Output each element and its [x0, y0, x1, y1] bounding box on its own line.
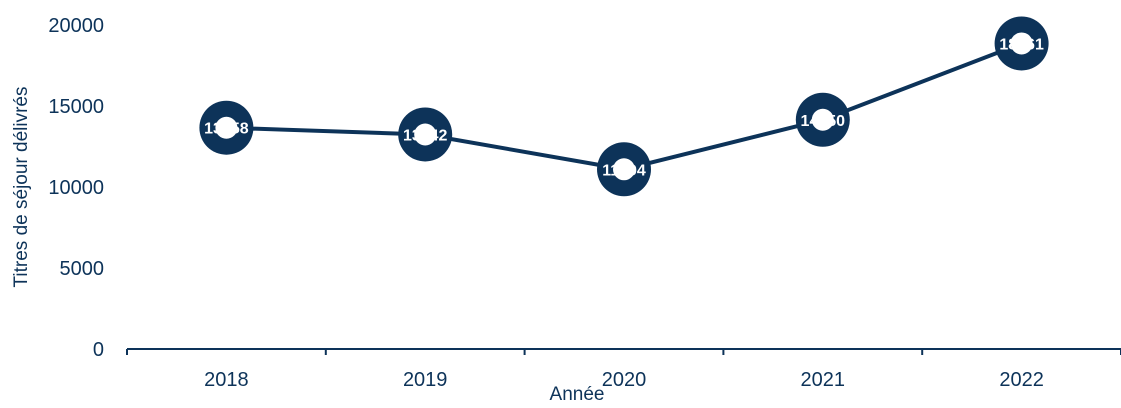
x-tick-label: 2019	[403, 369, 448, 391]
data-point-marker-center	[215, 116, 238, 139]
x-tick-label: 2022	[999, 369, 1044, 391]
series-layer: 13658 13242 11094 14150 18861	[199, 16, 1049, 197]
data-label: 13242	[403, 127, 448, 144]
data-point-marker-center	[1010, 32, 1033, 55]
axes: 2018 2019 2020 2021 2022 0 5000 10000 15000 20000	[48, 15, 1121, 391]
y-tick-label: 10000	[48, 177, 104, 199]
data-label: 14150	[801, 113, 846, 130]
y-tick-label: 5000	[60, 258, 105, 280]
data-point-marker-center	[811, 108, 834, 131]
y-tick-label: 20000	[48, 15, 104, 37]
x-tick-label: 2018	[204, 369, 249, 391]
data-point-marker-center	[414, 123, 437, 146]
y-axis-title: Titres de séjour délivrés	[11, 87, 32, 288]
y-tick-label: 0	[93, 339, 104, 361]
x-tick-label: 2020	[602, 369, 647, 391]
data-label: 13658	[204, 121, 249, 138]
data-label: 11094	[602, 162, 646, 179]
data-label: 18861	[999, 36, 1044, 53]
y-tick-label: 15000	[48, 96, 104, 118]
x-axis-title: Année	[550, 384, 605, 403]
x-tick-label: 2021	[801, 369, 846, 391]
data-point-marker-center	[613, 158, 635, 181]
